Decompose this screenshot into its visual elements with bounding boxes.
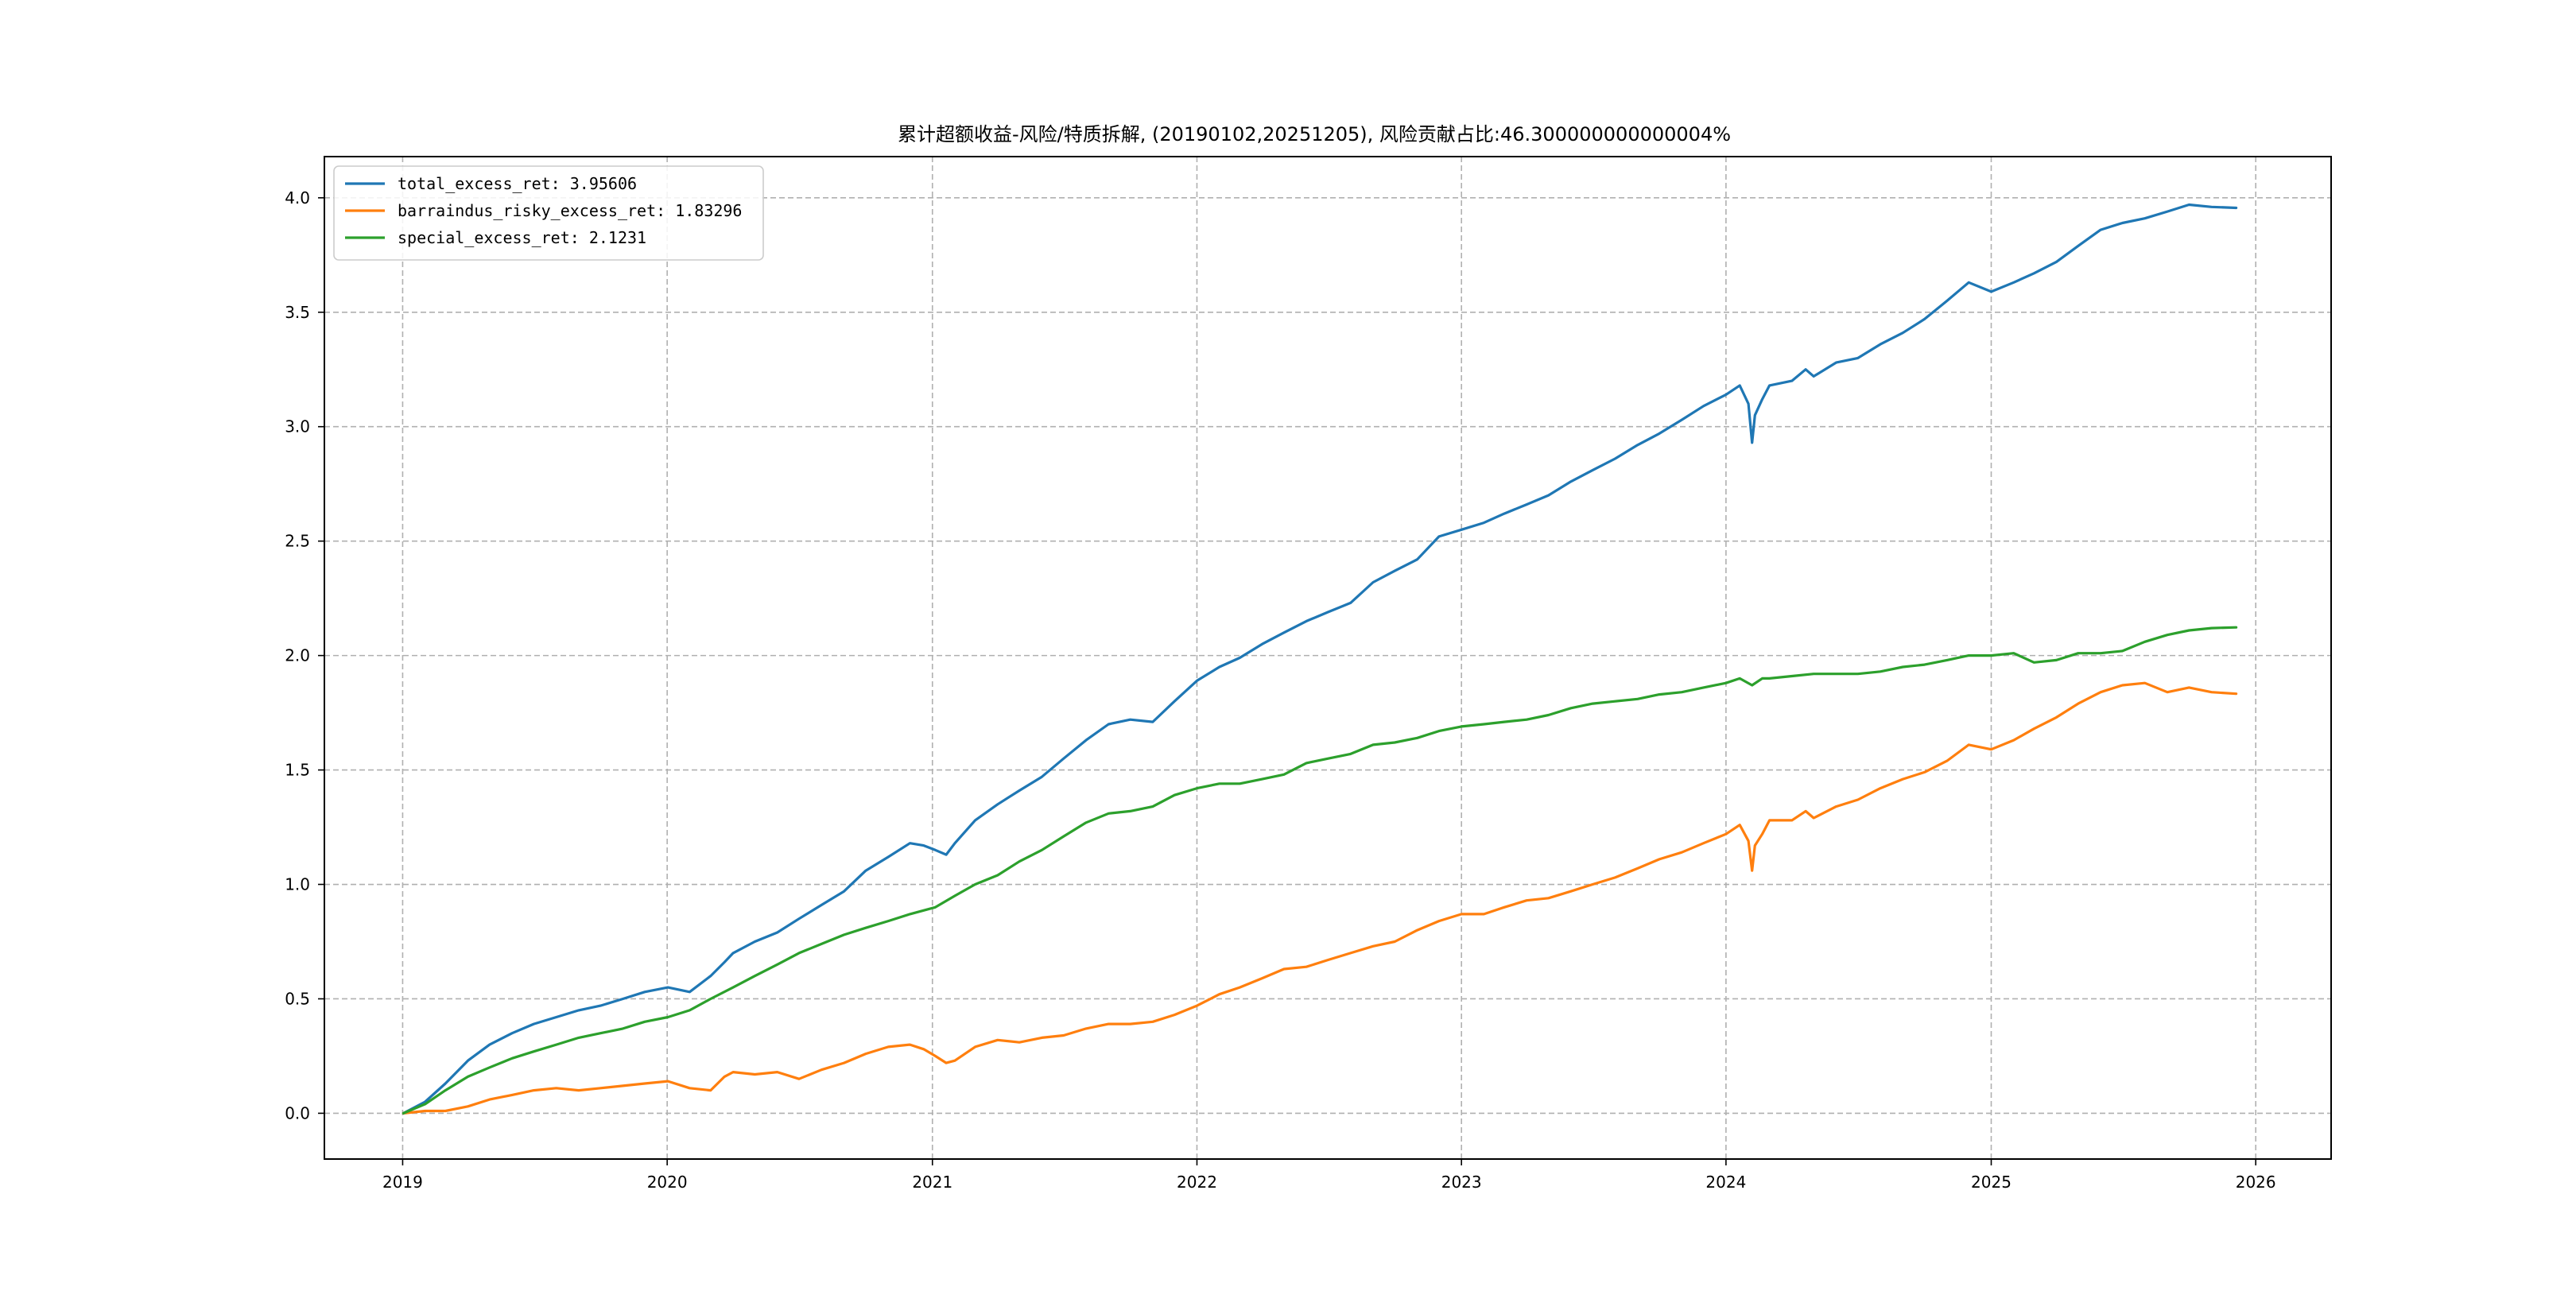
y-axis: 0.0 0.5 1.0 1.5 2.0 2.5 3.0 3.5 4.0 <box>285 188 324 1122</box>
legend-label-total_excess_ret: total_excess_ret: 3.95606 <box>398 174 637 193</box>
series-line-barraindus_risky_excess_ret <box>402 681 2238 1115</box>
y-tick-label: 3.0 <box>285 417 310 436</box>
series-layer <box>402 203 2238 1115</box>
legend: total_excess_ret: 3.95606 barraindus_risk… <box>333 165 764 261</box>
y-tick-label: 0.0 <box>285 1103 310 1122</box>
chart-title: 累计超额收益-风险/特质拆解, (20190102,20251205), 风险贡… <box>898 123 1731 145</box>
x-tick-label: 2021 <box>912 1173 952 1192</box>
legend-label-special_excess_ret: special_excess_ret: 2.1231 <box>398 228 646 247</box>
x-tick-label: 2020 <box>647 1173 688 1192</box>
y-tick-label: 2.5 <box>285 532 310 551</box>
x-tick-label: 2024 <box>1705 1173 1746 1192</box>
legend-box <box>333 165 764 261</box>
series-line-total_excess_ret <box>402 203 2238 1115</box>
x-tick-label: 2026 <box>2236 1173 2276 1192</box>
x-axis: 2019 2020 2021 2022 2023 2024 2025 2026 <box>382 1159 2276 1192</box>
x-tick-label: 2025 <box>1971 1173 2012 1192</box>
y-tick-label: 3.5 <box>285 303 310 322</box>
plot-frame <box>324 156 2332 1160</box>
legend-label-barraindus_risky_excess_ret: barraindus_risky_excess_ret: 1.83296 <box>398 201 742 220</box>
grid-layer <box>324 157 2331 1159</box>
y-tick-label: 4.0 <box>285 188 310 207</box>
x-tick-label: 2023 <box>1441 1173 1482 1192</box>
y-tick-label: 2.0 <box>285 646 310 665</box>
x-tick-label: 2019 <box>382 1173 423 1192</box>
y-tick-label: 1.0 <box>285 875 310 894</box>
y-tick-label: 0.5 <box>285 989 310 1008</box>
series-line-special_excess_ret <box>402 626 2238 1115</box>
y-tick-label: 1.5 <box>285 761 310 780</box>
x-tick-label: 2022 <box>1177 1173 1217 1192</box>
